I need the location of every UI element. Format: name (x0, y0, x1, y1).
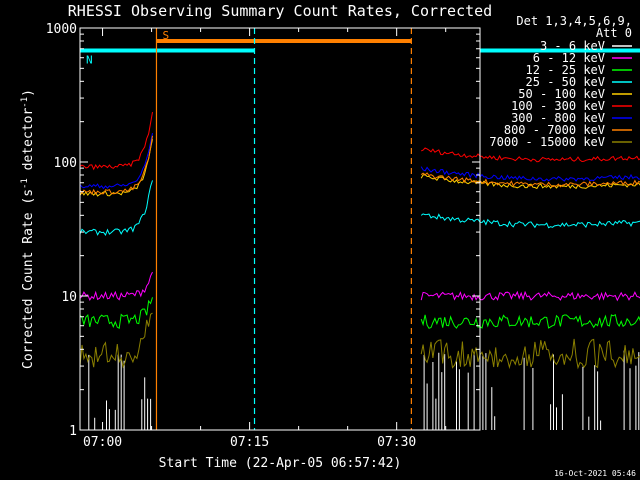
x-tick-label: 07:30 (377, 435, 416, 450)
series-line (79, 180, 153, 237)
legend-entry: 12 - 25 keV (526, 63, 605, 77)
series-line (79, 271, 153, 302)
y-axis-label-text: Corrected Count Rate (s (21, 189, 36, 369)
annotation-layer: SN (80, 28, 640, 430)
series-line (420, 172, 640, 188)
series-line (420, 290, 640, 302)
series-line (421, 147, 640, 163)
y-tick-label: 100 (54, 156, 77, 171)
legend-entry: 7000 - 15000 keV (489, 135, 605, 149)
x-tick-label: 07:00 (83, 435, 122, 450)
series-line (420, 338, 640, 370)
legend-entry: 25 - 50 keV (526, 75, 605, 89)
timestamp: 16-Oct-2021 05:46 (554, 469, 636, 478)
series-300to800keV (79, 132, 640, 190)
y-tick-label: 1000 (46, 22, 77, 37)
series-7000to15000keV (79, 312, 640, 370)
series-25to50keV (79, 180, 640, 237)
legend-header: Det 1,3,4,5,6,9, (516, 14, 632, 28)
series-line (420, 313, 640, 329)
series-12to25keV (79, 297, 640, 329)
series-line (423, 350, 640, 430)
series-line (79, 112, 153, 171)
plot-frame (79, 27, 481, 431)
y-tick-label: 10 (61, 290, 77, 305)
night-label: N (86, 53, 93, 66)
y-axis-label: Corrected Count Rate (s-1 detector-1) (20, 89, 36, 369)
series-layer (79, 112, 640, 431)
legend-entry: 300 - 800 keV (511, 111, 605, 125)
y-axis-label-text: detector (21, 108, 36, 179)
series-800to7000keV (79, 135, 640, 195)
x-axis-label: Start Time (22-Apr-05 06:57:42) (159, 456, 402, 471)
legend-entry: 100 - 300 keV (511, 99, 605, 113)
legend-entry: 6 - 12 keV (533, 51, 605, 65)
series-line (79, 135, 153, 195)
chart-title: RHESSI Observing Summary Count Rates, Co… (68, 2, 492, 20)
y-tick-label: 1 (69, 424, 77, 439)
legend-entry: 3 - 6 keV (540, 39, 605, 53)
x-tick-label: 07:15 (230, 435, 269, 450)
series-line (420, 174, 640, 190)
series-line (79, 297, 153, 329)
series-line (79, 342, 153, 431)
tick-layer: 07:00 07:15 07:30 1 10 100 1000 (46, 22, 480, 450)
series-line (79, 132, 153, 190)
series-line (420, 166, 640, 182)
series-line (421, 357, 640, 431)
series-line (79, 312, 153, 369)
series-100to300keV (79, 112, 640, 171)
saa-label: S (162, 29, 169, 42)
series-6to12keV (79, 271, 640, 302)
legend-header: Att 0 (596, 26, 632, 40)
y-axis-label-text: ) (21, 89, 36, 97)
axes (79, 27, 481, 431)
series-line (420, 213, 640, 229)
y-axis-label-sup: -1 (20, 97, 30, 108)
y-axis-label-sup: -1 (20, 178, 30, 189)
legend-entry: 800 - 7000 keV (504, 123, 605, 137)
legend-entry: 50 - 100 keV (518, 87, 605, 101)
